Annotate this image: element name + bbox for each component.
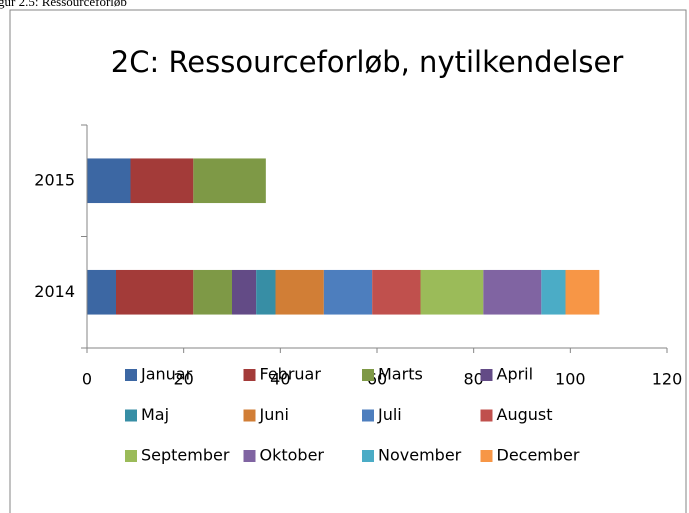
legend-swatch bbox=[125, 369, 137, 381]
y-tick-label: 2014 bbox=[34, 282, 75, 301]
x-tick-label: 0 bbox=[82, 370, 92, 389]
bar-segment bbox=[256, 269, 276, 315]
chart-title: 2C: Ressourceforløb, nytilkendelser bbox=[111, 45, 624, 79]
legend-swatch bbox=[243, 409, 256, 422]
legend-label: Februar bbox=[260, 365, 322, 384]
bar-segment bbox=[87, 269, 116, 315]
legend-swatch bbox=[125, 450, 137, 462]
x-tick-label: 100 bbox=[555, 370, 586, 389]
legend-label: November bbox=[378, 446, 462, 465]
bar-segment bbox=[323, 269, 373, 315]
bar-segment bbox=[116, 269, 194, 315]
bar-segment bbox=[193, 158, 266, 204]
legend-label: Juli bbox=[377, 405, 402, 424]
legend-label: Oktober bbox=[260, 446, 325, 465]
legend-swatch bbox=[243, 369, 256, 381]
legend-label: April bbox=[497, 365, 534, 384]
legend-label: Januar bbox=[140, 365, 193, 384]
caption: gur 2.5: Ressourceforløb bbox=[0, 0, 127, 9]
bar-segment bbox=[372, 269, 421, 315]
legend-swatch bbox=[480, 450, 493, 462]
legend-swatch bbox=[243, 450, 256, 462]
legend-swatch bbox=[362, 409, 374, 422]
legend-label: September bbox=[141, 446, 230, 465]
x-tick-label: 20 bbox=[173, 370, 193, 389]
legend-label: Juni bbox=[259, 405, 289, 424]
bar-segment bbox=[541, 269, 566, 315]
legend-label: December bbox=[497, 446, 580, 465]
bar-segment bbox=[565, 269, 600, 315]
legend-swatch bbox=[480, 409, 493, 422]
bar-segment bbox=[420, 269, 484, 315]
chart-frame bbox=[9, 9, 687, 513]
legend-swatch bbox=[362, 450, 374, 462]
legend-swatch bbox=[480, 369, 493, 381]
legend-label: Maj bbox=[141, 405, 169, 424]
legend-label: August bbox=[497, 405, 553, 424]
x-tick-label: 40 bbox=[270, 370, 290, 389]
bar-segment bbox=[483, 269, 542, 315]
bar-segment bbox=[87, 158, 131, 204]
bar-segment bbox=[193, 269, 232, 315]
bar-segment bbox=[232, 269, 257, 315]
y-tick-label: 2015 bbox=[34, 170, 75, 189]
legend-label: Marts bbox=[378, 365, 423, 384]
bar-segment bbox=[130, 158, 194, 204]
legend-swatch bbox=[362, 369, 374, 381]
legend-swatch bbox=[125, 409, 137, 422]
x-tick-label: 80 bbox=[463, 370, 483, 389]
x-tick-label: 120 bbox=[652, 370, 683, 389]
bar-segment bbox=[275, 269, 324, 315]
